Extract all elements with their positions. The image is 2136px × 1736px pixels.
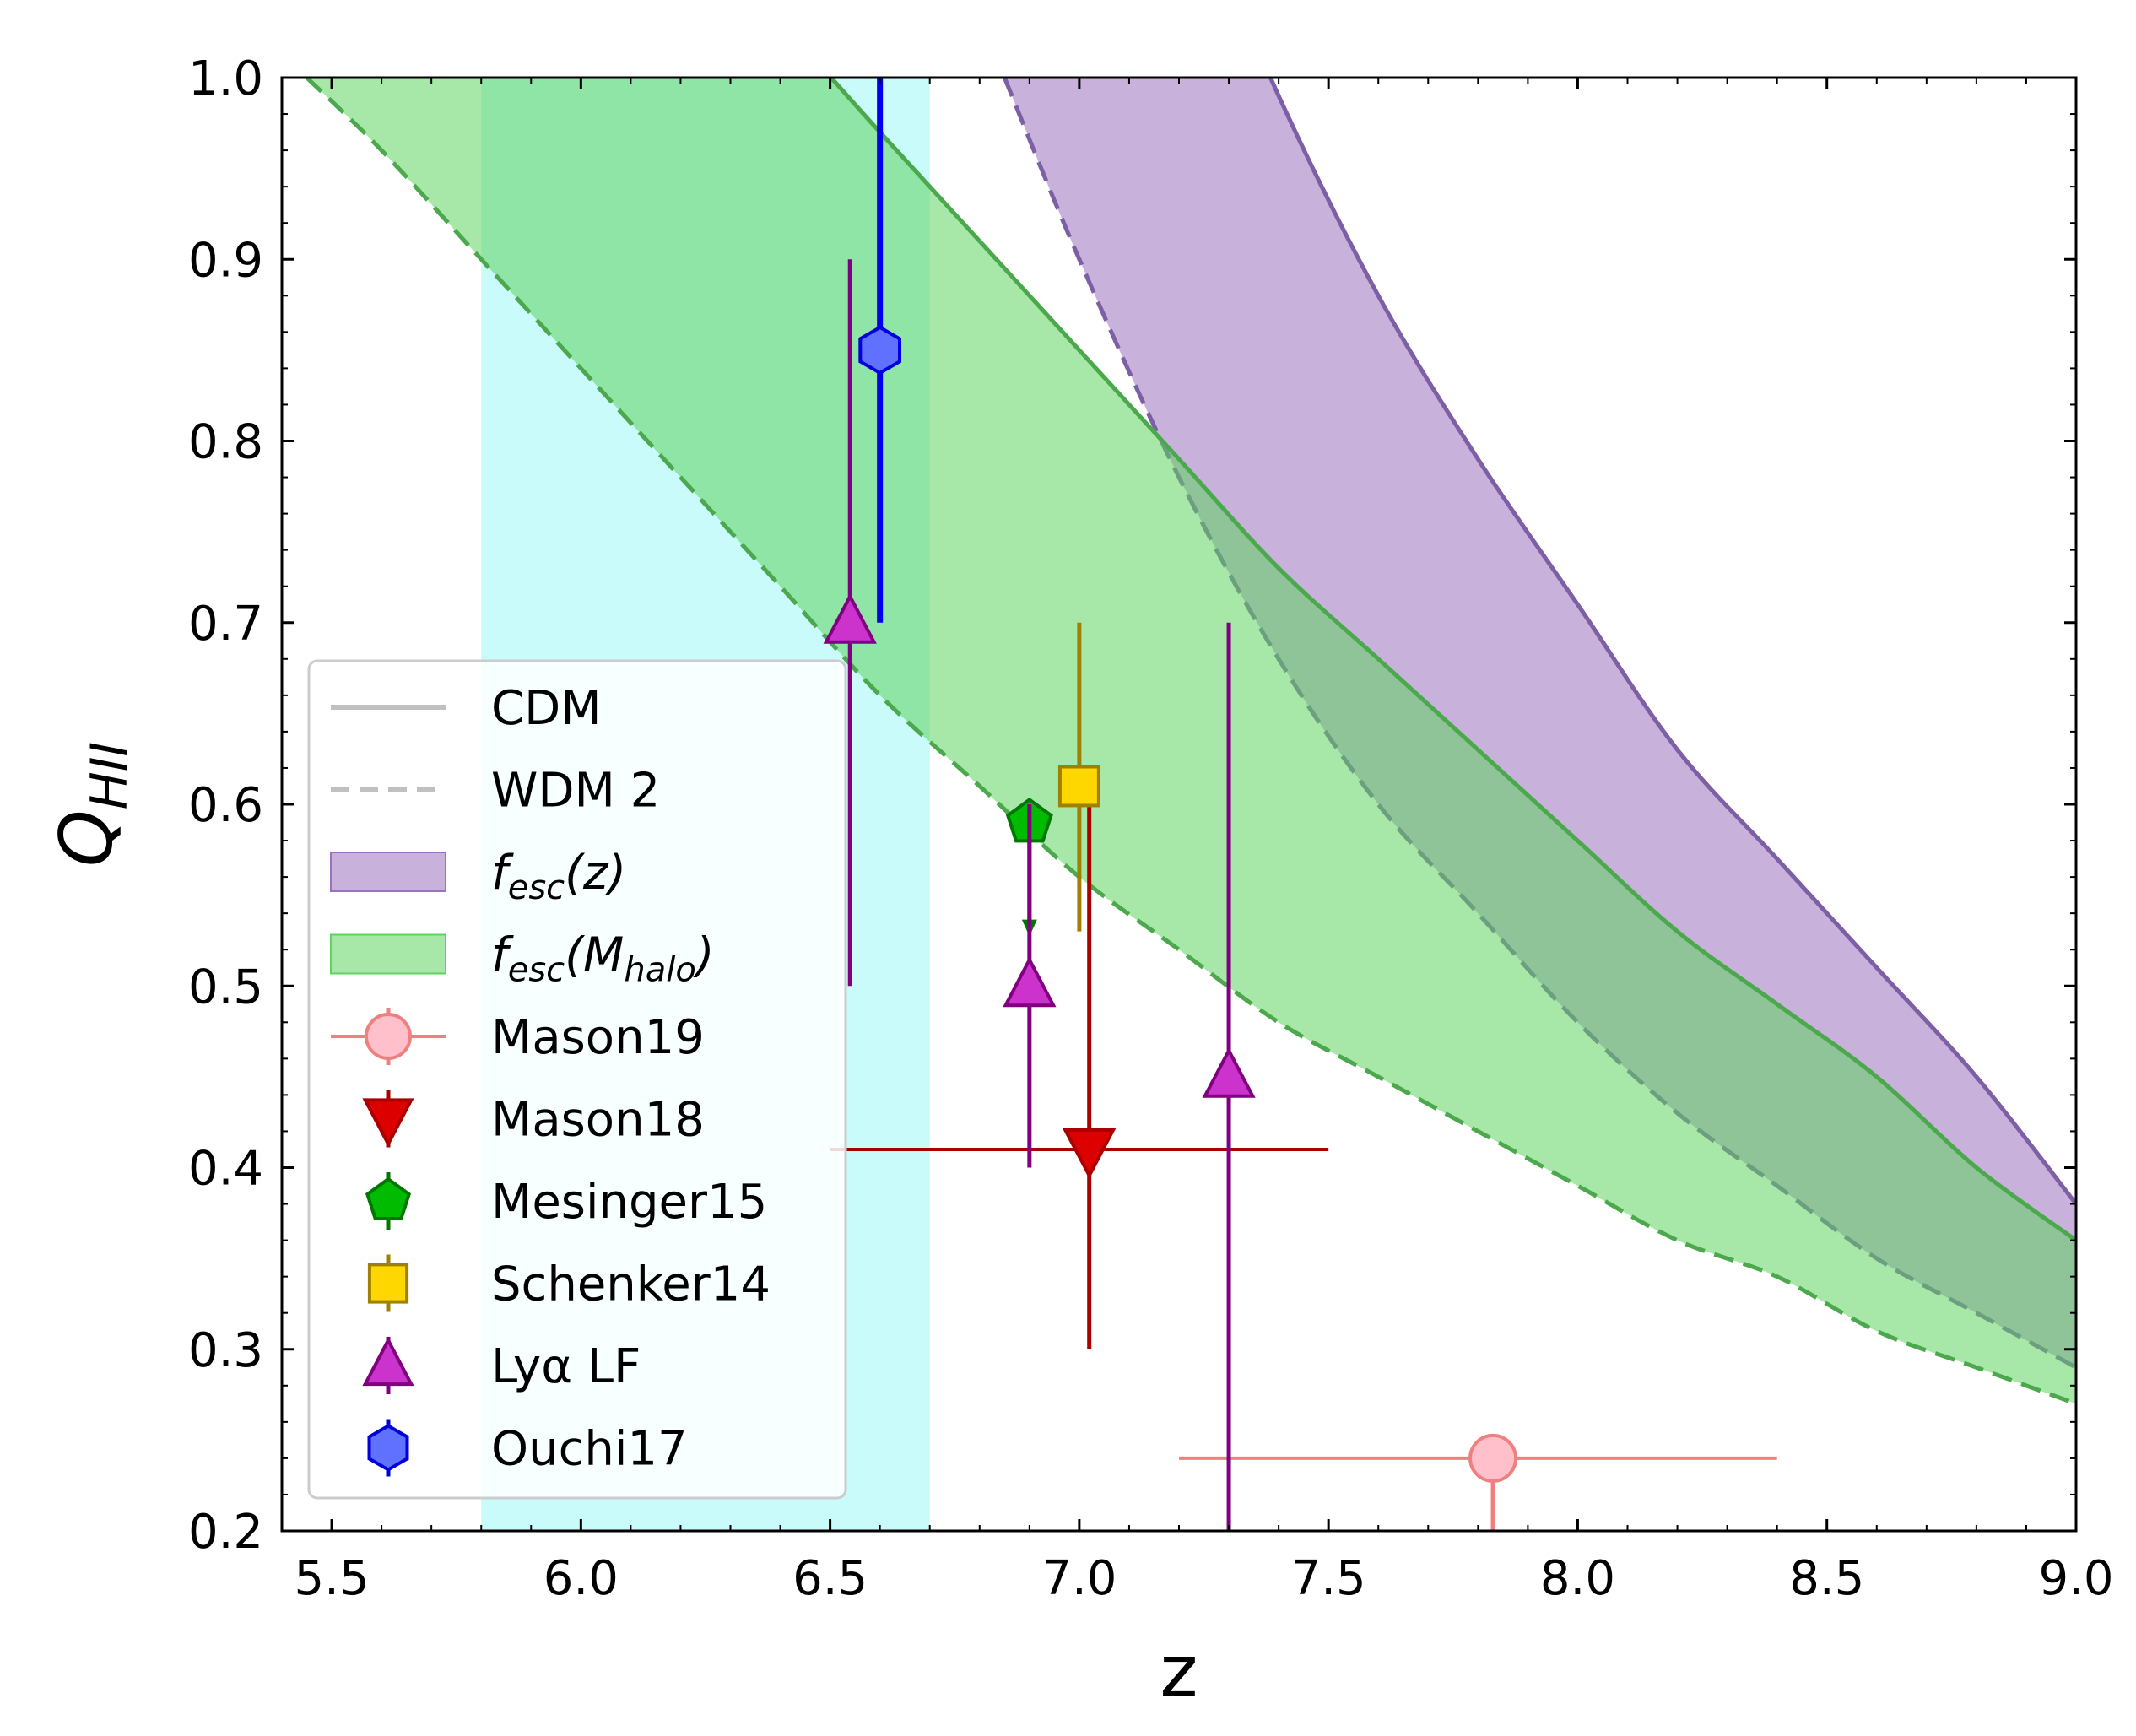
y-tick-label: 0.3 — [188, 1323, 263, 1378]
legend-entry-2: fesc(z) — [330, 846, 626, 907]
legend-label-subscript: esc — [508, 951, 565, 990]
legend-label: Mesinger15 — [491, 1175, 767, 1230]
data-point-0 — [1179, 1433, 1777, 1531]
legend-label: Lyα LF — [491, 1339, 641, 1394]
x-tick-label: 7.0 — [1041, 1551, 1117, 1606]
data-marker-square — [1057, 765, 1100, 808]
data-point-6 — [1202, 622, 1256, 1531]
band-wdm-line-1 — [305, 78, 2076, 1406]
legend-entry-8: Lyα LF — [362, 1336, 641, 1394]
legend-marker-square — [367, 1263, 409, 1304]
legend-swatch-patch — [330, 933, 446, 975]
x-tick-label: 9.0 — [2038, 1551, 2113, 1606]
y-tick-label: 0.2 — [188, 1505, 263, 1560]
data-marker-triangle-up — [1003, 955, 1057, 1008]
data-marker-triangle-up — [1202, 1046, 1256, 1098]
legend-label: Mason19 — [491, 1010, 705, 1065]
legend-label: Ouchi17 — [491, 1422, 688, 1477]
x-tick-label: 8.0 — [1540, 1551, 1615, 1606]
legend-label: fesc(Mhalo) — [491, 928, 715, 990]
legend-label: fesc(z) — [491, 846, 626, 907]
y-tick-label: 0.4 — [188, 1142, 263, 1197]
data-marker-triangle-down — [1062, 1128, 1117, 1180]
legend-marker-pentagon — [365, 1176, 412, 1220]
legend-entry-1: WDM 2 — [331, 764, 660, 819]
legend-label-tail-post: ) — [693, 928, 715, 983]
band-cdm-line-0 — [1268, 78, 2076, 1206]
x-axis-label: z — [1160, 1630, 1198, 1714]
band-fill-1 — [306, 78, 2076, 1404]
x-tick-label: 6.5 — [792, 1551, 868, 1606]
legend-entry-7: Schenker14 — [367, 1254, 771, 1312]
legend-entry-0: CDM — [331, 681, 602, 736]
y-tick-label: 0.5 — [188, 960, 263, 1014]
data-point-1 — [830, 804, 1329, 1349]
legend-entry-9: Ouchi17 — [367, 1419, 688, 1477]
legend-entry-3: fesc(Mhalo) — [330, 928, 715, 990]
data-point-4 — [823, 259, 877, 987]
legend-label-tail-subscript: halo — [624, 951, 695, 990]
x-tick-label: 5.5 — [295, 1551, 370, 1606]
data-point-7 — [858, 78, 901, 623]
data-marker-triangle-up — [823, 592, 877, 644]
legend-label: Schenker14 — [491, 1257, 771, 1312]
legend-label: Mason18 — [491, 1093, 705, 1148]
legend-entry-4: Mason19 — [331, 1008, 705, 1065]
legend: CDM WDM 2 fesc(z) fesc(Mhalo) Mason19 Mason18… — [307, 659, 847, 1500]
y-axis-label-subscript: HII — [80, 742, 139, 810]
y-tick-label: 0.7 — [188, 597, 263, 652]
y-axis-label: QHII — [45, 742, 139, 867]
axes: 5.5 6.0 6.5 7.0 7.5 8.0 8.5 9.0 0.2 0.3 0.4 0.5 0.6 0… — [188, 51, 2114, 1606]
data-point-5 — [1003, 804, 1057, 1168]
legend-label-tail-pre: (M — [565, 928, 624, 983]
x-tick-label: 8.5 — [1789, 1551, 1864, 1606]
legend-marker-circle — [365, 1013, 412, 1060]
legend-marker-triangle-down — [362, 1098, 414, 1148]
y-axis-label-main: Q — [45, 809, 129, 867]
legend-entry-5: Mason18 — [362, 1090, 705, 1148]
y-tick-label: 0.8 — [188, 415, 263, 470]
legend-entry-6: Mesinger15 — [365, 1172, 767, 1230]
y-tick-label: 1.0 — [188, 51, 263, 106]
legend-label-subscript: esc — [508, 868, 565, 907]
legend-swatch-patch — [330, 852, 446, 892]
y-tick-label: 0.9 — [188, 233, 263, 288]
legend-label: WDM 2 — [491, 764, 660, 819]
legend-label-tail: (z) — [565, 846, 626, 900]
x-tick-label: 6.0 — [543, 1551, 619, 1606]
x-tick-label: 7.5 — [1291, 1551, 1366, 1606]
legend-label: CDM — [491, 681, 602, 736]
legend-marker-triangle-up — [362, 1336, 414, 1387]
y-tick-label: 0.6 — [188, 778, 263, 833]
data-marker-hexagon — [858, 325, 901, 376]
data-point-3 — [1057, 622, 1100, 932]
data-marker-circle — [1468, 1433, 1518, 1483]
band-cdm-line-1 — [828, 78, 2076, 1242]
legend-marker-hexagon — [367, 1424, 409, 1472]
